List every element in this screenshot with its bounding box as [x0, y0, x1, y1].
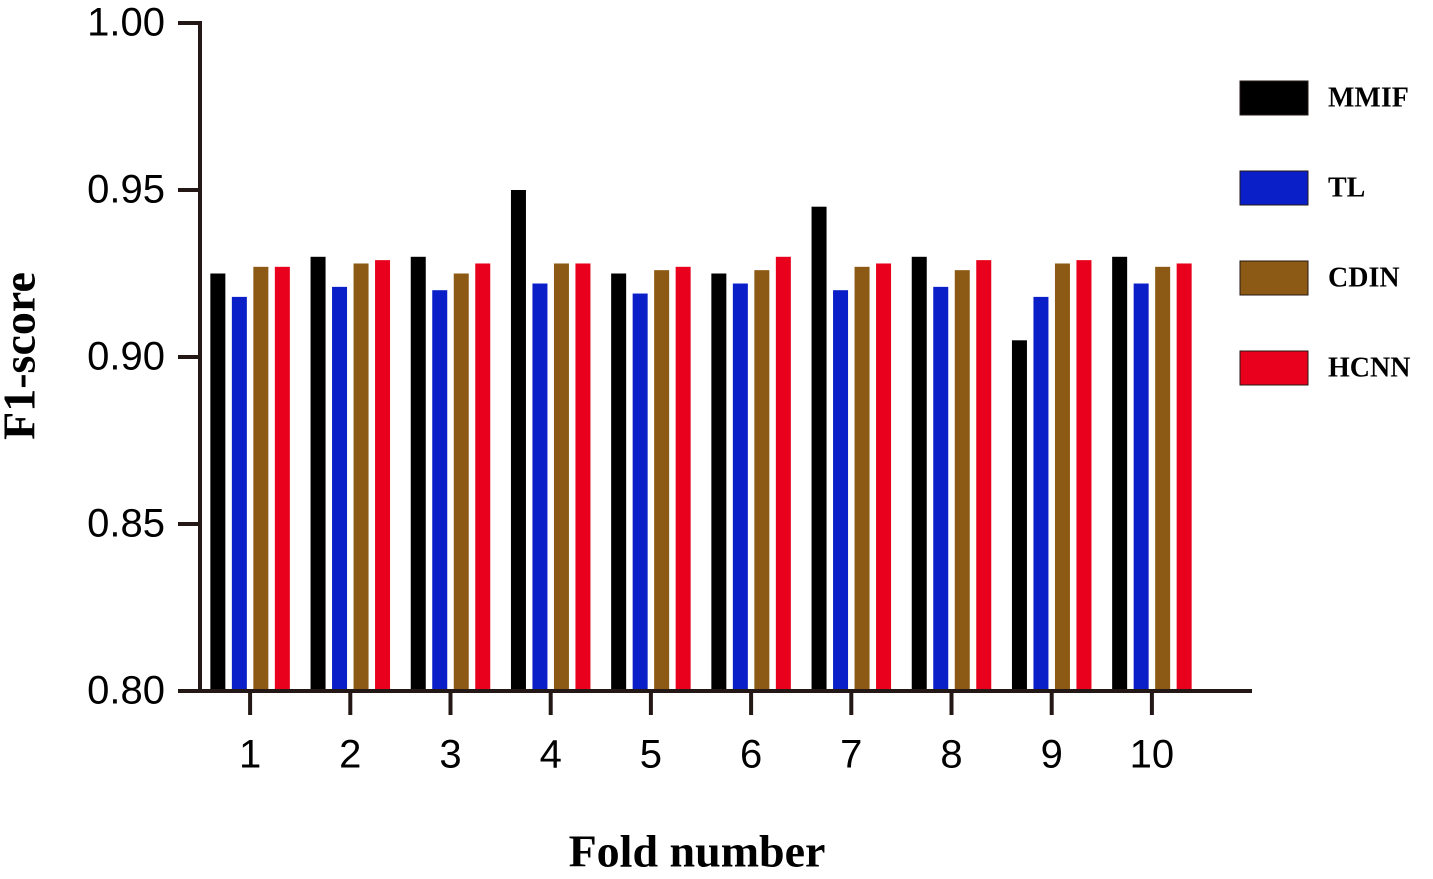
- bar: [1176, 263, 1192, 691]
- bar: [611, 273, 627, 691]
- bar: [410, 256, 426, 691]
- y-tick-label: 0.85: [87, 502, 165, 546]
- legend-swatch: [1239, 170, 1309, 206]
- bar: [1155, 266, 1171, 691]
- y-tick-label: 1.00: [87, 1, 165, 45]
- bar: [1054, 263, 1070, 691]
- bar: [854, 266, 870, 691]
- bar: [375, 260, 391, 691]
- bar: [675, 266, 691, 691]
- bar: [1076, 260, 1092, 691]
- bar: [632, 293, 648, 691]
- y-axis-label: F1-score: [0, 272, 45, 440]
- bar: [353, 263, 369, 691]
- bar: [876, 263, 892, 691]
- bar: [911, 256, 927, 691]
- bar: [976, 260, 992, 691]
- y-tick-label: 0.95: [87, 168, 165, 212]
- bar: [732, 283, 748, 691]
- legend-label: MMIF: [1328, 82, 1409, 113]
- x-tick-label: 3: [439, 733, 461, 777]
- legend-label: CDIN: [1328, 262, 1400, 293]
- legend-label: HCNN: [1328, 352, 1410, 383]
- bar: [954, 270, 970, 691]
- bar: [775, 256, 791, 691]
- bar: [253, 266, 269, 691]
- bar: [1033, 296, 1049, 691]
- x-tick-label: 7: [840, 733, 862, 777]
- bar: [332, 286, 348, 691]
- bar: [231, 296, 247, 691]
- legend-swatch: [1239, 80, 1309, 116]
- x-tick-label: 9: [1041, 733, 1063, 777]
- x-axis-label: Fold number: [569, 826, 826, 877]
- x-tick-label: 8: [940, 733, 962, 777]
- x-tick-label: 6: [740, 733, 762, 777]
- bar: [833, 290, 849, 691]
- bar: [510, 190, 526, 691]
- bar: [432, 290, 448, 691]
- bar: [553, 263, 569, 691]
- bar: [575, 263, 591, 691]
- bar: [1112, 256, 1128, 691]
- bar: [711, 273, 727, 691]
- bar: [654, 270, 670, 691]
- x-tick-label: 5: [640, 733, 662, 777]
- legend-swatch: [1239, 350, 1309, 386]
- bar: [274, 266, 290, 691]
- bar: [475, 263, 491, 691]
- y-tick-label: 0.80: [87, 669, 165, 713]
- bar: [210, 273, 226, 691]
- bar: [1011, 340, 1027, 691]
- y-tick-label: 0.90: [87, 335, 165, 379]
- legend-swatch: [1239, 260, 1309, 296]
- bar: [811, 206, 827, 691]
- bar: [532, 283, 548, 691]
- legend-label: TL: [1328, 172, 1365, 203]
- bar: [1133, 283, 1149, 691]
- bar: [453, 273, 469, 691]
- x-tick-label: 10: [1130, 733, 1175, 777]
- bar: [754, 270, 770, 691]
- x-tick-label: 1: [239, 733, 261, 777]
- x-tick-label: 4: [540, 733, 562, 777]
- bar: [933, 286, 949, 691]
- bar: [310, 256, 326, 691]
- x-tick-label: 2: [339, 733, 361, 777]
